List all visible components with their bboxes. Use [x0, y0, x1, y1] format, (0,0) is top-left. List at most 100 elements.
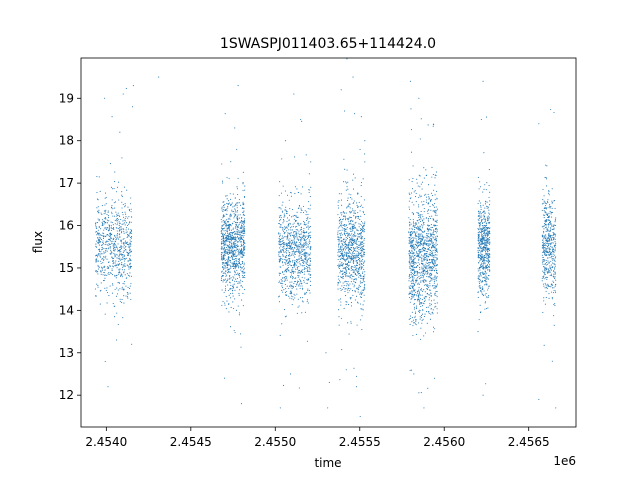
- data-point: [429, 252, 431, 254]
- data-point: [413, 252, 415, 254]
- data-point: [129, 233, 131, 235]
- data-point: [227, 218, 229, 220]
- data-point: [114, 255, 117, 257]
- data-point: [360, 237, 362, 239]
- data-point: [99, 241, 102, 243]
- data-point: [102, 262, 104, 264]
- data-point: [417, 229, 419, 231]
- data-point: [417, 233, 419, 235]
- data-point: [294, 268, 297, 270]
- data-point: [231, 239, 233, 241]
- data-point: [280, 245, 282, 247]
- data-point: [303, 252, 305, 254]
- data-point: [281, 204, 283, 206]
- data-point: [98, 226, 100, 228]
- data-point: [412, 219, 414, 221]
- data-point: [345, 235, 347, 237]
- data-point: [229, 260, 231, 262]
- data-point: [229, 248, 231, 250]
- data-point: [117, 257, 119, 259]
- data-point: [283, 242, 285, 244]
- data-point: [485, 274, 487, 276]
- data-point: [115, 245, 117, 247]
- data-point: [115, 239, 117, 241]
- data-point: [419, 298, 421, 300]
- data-point: [282, 244, 284, 246]
- data-point: [419, 249, 421, 251]
- data-point: [426, 244, 428, 246]
- data-point: [297, 248, 299, 250]
- data-point: [408, 277, 410, 279]
- data-point: [349, 255, 351, 257]
- data-point: [233, 261, 235, 263]
- data-point: [130, 230, 133, 232]
- data-point: [489, 236, 491, 238]
- data-point: [429, 244, 431, 246]
- data-point: [231, 211, 233, 213]
- data-point: [282, 246, 284, 248]
- data-point: [282, 243, 284, 245]
- data-point: [128, 268, 130, 270]
- data-point: [482, 228, 485, 230]
- data-point: [337, 258, 339, 261]
- data-point: [345, 288, 347, 290]
- data-point: [309, 292, 311, 294]
- data-point: [306, 299, 309, 301]
- data-point: [429, 282, 431, 284]
- data-point: [414, 313, 416, 315]
- data-point: [127, 265, 129, 267]
- data-point: [286, 234, 289, 236]
- chart-title: 1SWASPJ011403.65+114424.0: [220, 36, 436, 52]
- data-point: [434, 256, 436, 258]
- data-point: [120, 258, 122, 260]
- data-point: [122, 256, 124, 258]
- data-point: [235, 243, 237, 245]
- data-point: [105, 248, 107, 250]
- data-point: [411, 287, 413, 289]
- data-point: [489, 256, 491, 258]
- data-point: [230, 267, 232, 269]
- scatter-points: [94, 58, 557, 418]
- data-point: [427, 229, 430, 231]
- data-point: [435, 174, 437, 177]
- data-point: [357, 230, 359, 232]
- data-point: [122, 220, 124, 222]
- data-point: [356, 262, 358, 265]
- data-point: [240, 251, 243, 253]
- data-point: [244, 243, 246, 245]
- data-point: [230, 247, 232, 249]
- data-point: [488, 285, 490, 287]
- data-point: [363, 255, 365, 257]
- data-point: [111, 229, 113, 231]
- data-point: [342, 254, 344, 256]
- data-point: [241, 252, 244, 254]
- data-point: [413, 269, 415, 271]
- data-point: [309, 241, 311, 243]
- data-point: [221, 275, 223, 277]
- data-point: [227, 289, 229, 292]
- data-point: [239, 312, 241, 314]
- data-point: [234, 289, 236, 291]
- data-point: [346, 207, 348, 209]
- data-point: [286, 268, 289, 270]
- data-point: [434, 306, 436, 308]
- data-point: [349, 249, 352, 251]
- data-point: [345, 268, 347, 270]
- data-point: [486, 296, 488, 298]
- data-point: [122, 214, 124, 216]
- data-point: [411, 212, 413, 214]
- data-point: [288, 255, 290, 257]
- data-point: [349, 297, 351, 299]
- data-point: [112, 257, 115, 259]
- data-point: [304, 251, 306, 253]
- data-point: [483, 290, 485, 292]
- data-point: [413, 255, 416, 257]
- data-point: [411, 293, 414, 295]
- data-point: [345, 259, 347, 261]
- data-point: [101, 268, 103, 270]
- data-point: [288, 229, 290, 231]
- data-point: [111, 253, 113, 255]
- data-point: [296, 266, 298, 268]
- data-point: [236, 222, 238, 224]
- data-point: [230, 204, 232, 207]
